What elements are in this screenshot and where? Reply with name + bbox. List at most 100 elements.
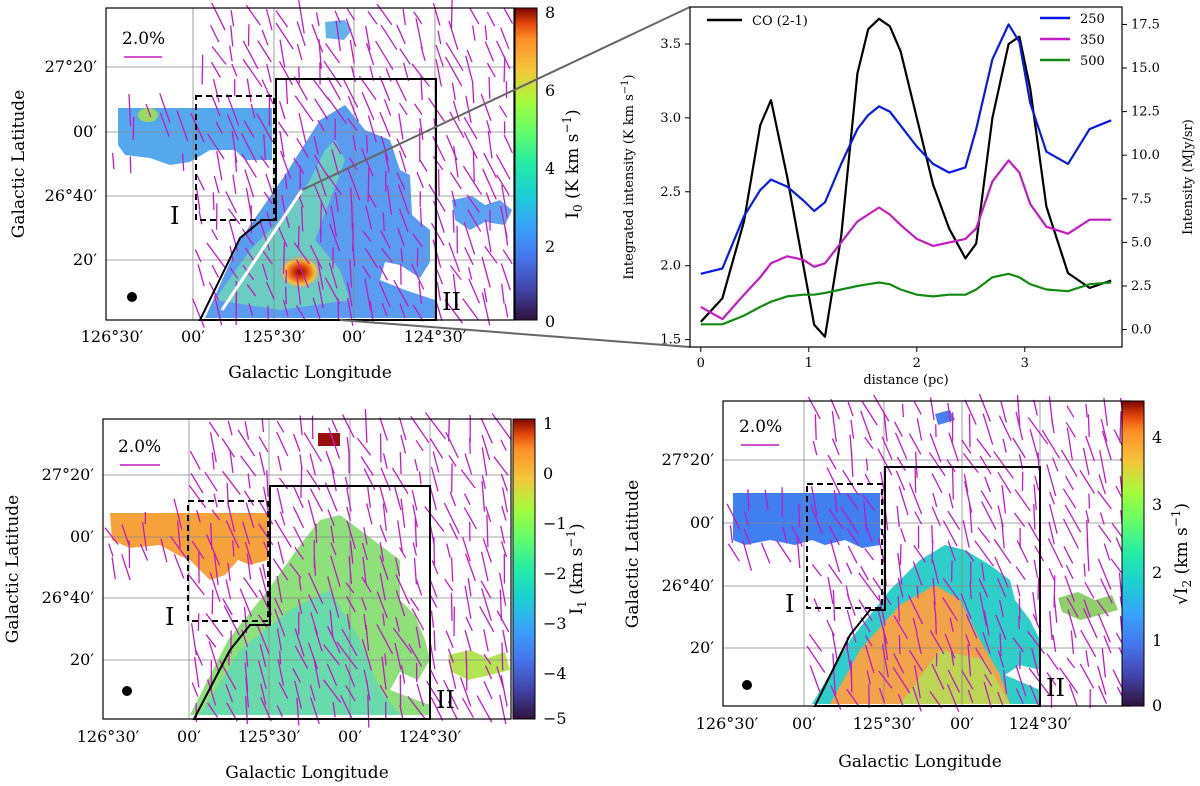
polarization-vector: [416, 171, 424, 189]
polarization-vector: [400, 498, 406, 528]
polarization-vector: [317, 261, 324, 290]
polarization-vector: [1066, 657, 1076, 669]
y-left-tick-label: 3.0: [660, 111, 681, 126]
polarization-vector: [897, 596, 901, 622]
polarization-vector: [811, 564, 822, 577]
polarization-vector: [500, 525, 506, 544]
polarization-vector: [467, 578, 472, 597]
polarization-vector: [484, 41, 495, 62]
polarization-vector: [807, 396, 821, 420]
polarization-vector: [942, 597, 958, 622]
polarization-vector: [503, 56, 506, 83]
polarization-vector: [393, 485, 402, 510]
polarization-vector: [181, 153, 185, 171]
polarization-vector: [1079, 469, 1096, 494]
polarization-vector: [344, 476, 349, 490]
polarization-vector: [328, 262, 338, 289]
polarization-vector: [430, 610, 435, 628]
colorbar-tick: 1: [1152, 631, 1162, 650]
polarization-vector: [360, 456, 374, 476]
polarization-vector: [864, 548, 875, 561]
polarization-vector: [293, 157, 305, 175]
polarization-vector: [430, 697, 444, 721]
polarization-vector: [942, 577, 960, 601]
colorbar-label: I1 (km s−1): [564, 523, 589, 614]
polarization-vector: [998, 599, 1004, 618]
x-tick-label: 125°30′: [243, 327, 306, 346]
polarization-vector: [259, 644, 267, 668]
polarization-vector: [961, 439, 972, 454]
emission-clump-north: [935, 410, 955, 425]
panel-i2-map: 2.0% I II 27°20′ 00′ 26°40′ 20′ 126°30′ …: [623, 393, 1194, 772]
polarization-vector: [833, 490, 838, 513]
scale-bar-label: 2.0%: [118, 437, 161, 457]
polarization-vector: [278, 682, 289, 699]
polarization-vector: [398, 208, 409, 232]
polarization-vector: [225, 579, 232, 600]
polarization-vector: [796, 535, 801, 569]
legend-entry: 500: [1080, 54, 1105, 69]
x-tick-label: 3: [1021, 356, 1029, 371]
polarization-vector: [413, 11, 423, 25]
polarization-vector: [402, 62, 410, 82]
polarization-vector: [399, 452, 402, 475]
polarization-vector: [967, 644, 972, 677]
x-tick-label: 2: [913, 356, 921, 371]
polarization-vector: [812, 440, 818, 456]
polarization-vector: [1099, 449, 1107, 484]
polarization-vector: [1013, 512, 1026, 527]
polarization-vector: [213, 554, 219, 586]
y-right-tick-label: 15.0: [1131, 61, 1160, 76]
polarization-vector: [968, 413, 971, 448]
polarization-vector: [913, 544, 926, 563]
polarization-vector: [317, 119, 325, 132]
polarization-vector: [437, 168, 440, 196]
polarization-vector: [398, 417, 407, 441]
polarization-vector: [947, 402, 952, 423]
polarization-vector: [864, 523, 873, 543]
polarization-vector: [450, 0, 453, 30]
region-label-i: I: [785, 590, 794, 618]
polarization-vector: [484, 219, 492, 253]
polarization-vector: [432, 451, 440, 473]
polarization-vector: [1033, 559, 1039, 578]
colorbar: [512, 418, 536, 720]
polarization-vector: [211, 46, 227, 65]
polarization-vector: [398, 150, 407, 173]
x-axis-label: Galactic Longitude: [838, 752, 1002, 772]
legend-left: CO (2-1): [707, 14, 808, 29]
x-tick-label: 00′: [342, 327, 366, 346]
polarization-vector: [327, 576, 334, 595]
polarization-vector: [485, 192, 492, 205]
polarization-vector: [1034, 475, 1040, 491]
colorbar-tick: 0: [545, 312, 555, 331]
polarization-vector: [908, 483, 923, 515]
polarization-vector: [486, 514, 489, 548]
polarization-vector: [241, 153, 257, 178]
polarization-vector: [394, 557, 401, 577]
polarization-vector: [429, 486, 438, 511]
polarization-vector: [330, 205, 338, 237]
polarization-vector: [260, 155, 270, 168]
polarization-vector: [1083, 599, 1092, 618]
x-axis-label: distance (pc): [863, 373, 948, 388]
polarization-vector: [226, 114, 239, 141]
polarization-vector: [292, 433, 301, 452]
polarization-vector: [481, 475, 486, 489]
polarization-vector: [828, 564, 843, 584]
polarization-vector: [294, 645, 309, 669]
polarization-vector: [361, 576, 372, 593]
polarization-vector: [240, 133, 258, 163]
polarization-vector: [398, 113, 404, 140]
polarization-vector: [892, 666, 911, 694]
polarization-vector: [292, 485, 304, 509]
polarization-vector: [951, 468, 954, 500]
polarization-vector: [430, 466, 439, 492]
polarization-vector: [1060, 449, 1078, 478]
polarization-vector: [451, 82, 456, 101]
polarization-vector: [352, 135, 357, 151]
polarization-vector: [351, 202, 354, 231]
polarization-vector: [294, 680, 302, 709]
polarization-vector: [481, 480, 486, 512]
polarization-vector: [361, 639, 373, 671]
